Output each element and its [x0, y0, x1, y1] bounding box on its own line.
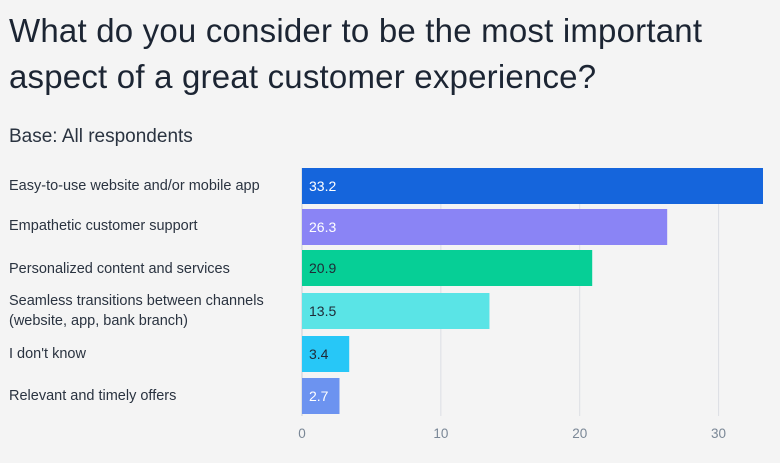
bar-value-label: 26.3 — [309, 219, 336, 235]
bar — [302, 168, 763, 204]
bar-value-label: 13.5 — [309, 303, 336, 319]
bar — [302, 378, 340, 414]
chart-title: What do you consider to be the most impo… — [9, 12, 703, 95]
category-label: Seamless transitions between channels (w… — [9, 293, 264, 329]
bar — [302, 336, 350, 372]
bar — [302, 209, 668, 245]
bar — [302, 250, 593, 286]
bar-value-label: 2.7 — [309, 388, 329, 404]
bar — [302, 293, 490, 329]
x-tick-label: 10 — [433, 426, 448, 441]
chart-subtitle: Base: All respondents — [9, 126, 193, 147]
bar-value-label: 33.2 — [309, 178, 336, 194]
category-label: Easy-to-use website and/or mobile app — [9, 178, 260, 194]
x-tick-label: 30 — [711, 426, 726, 441]
category-label: Personalized content and services — [9, 261, 230, 277]
category-label: I don't know — [9, 346, 86, 362]
category-label: Empathetic customer support — [9, 218, 198, 234]
x-tick-label: 20 — [572, 426, 587, 441]
category-label: Relevant and timely offers — [9, 388, 177, 404]
bar-value-label: 20.9 — [309, 260, 336, 276]
bar-value-label: 3.4 — [309, 346, 329, 362]
x-tick-label: 0 — [298, 426, 306, 441]
